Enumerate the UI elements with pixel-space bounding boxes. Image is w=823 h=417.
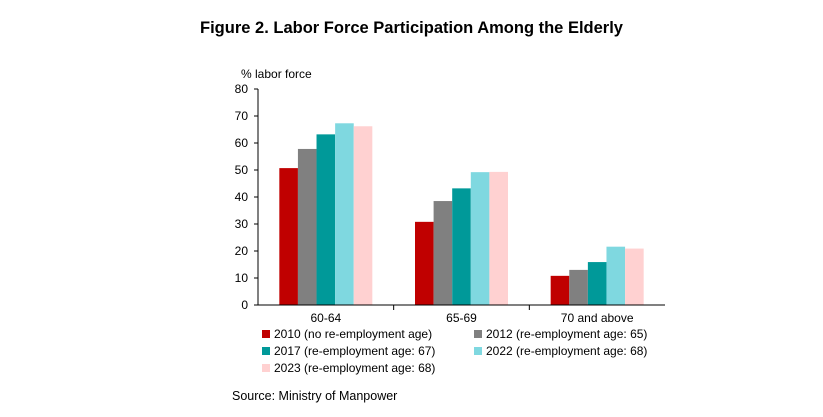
y-tick-label: 20: [235, 244, 249, 258]
legend-swatch: [474, 330, 482, 338]
bar-4-1: [335, 123, 354, 305]
bars-layer: [279, 123, 644, 305]
bar-1-2: [415, 221, 434, 305]
y-tick-label: 70: [235, 109, 249, 123]
bar-3-1: [316, 134, 336, 305]
bar-3-3: [587, 262, 607, 305]
bar-2-3: [569, 269, 588, 305]
y-tick-label: 30: [235, 217, 249, 231]
legend-swatch: [262, 347, 270, 355]
bar-1-1: [279, 168, 298, 305]
x-tick-label: 65-69: [446, 311, 477, 325]
legend-item: 2010 (no re-employment age): [262, 327, 432, 341]
chart-title: Figure 2. Labor Force Participation Amon…: [200, 19, 623, 37]
x-tick-label: 60-64: [310, 311, 341, 325]
x-tick-label: 70 and above: [561, 311, 634, 325]
legend-label: 2010 (no re-employment age): [274, 327, 433, 341]
y-axis-label: % labor force: [241, 67, 312, 81]
bar-2-2: [433, 201, 453, 305]
bar-2-1: [297, 148, 317, 305]
y-tick-label: 60: [235, 136, 249, 150]
legend-item: 2022 (re-employment age: 68): [474, 344, 647, 358]
y-tick-label: 50: [235, 163, 249, 177]
legend-swatch: [474, 347, 482, 355]
legend-label: 2012 (re-employment age: 65): [486, 327, 648, 341]
source-note: Source: Ministry of Manpower: [232, 389, 398, 403]
y-tick-label: 80: [235, 82, 249, 96]
bar-5-2: [489, 171, 508, 305]
legend-item: 2017 (re-employment age: 67): [262, 344, 435, 358]
legend-label: 2022 (re-employment age: 68): [486, 344, 648, 358]
bar-3-2: [452, 188, 471, 305]
legend-swatch: [262, 330, 270, 338]
bar-4-2: [470, 172, 490, 305]
bar-5-3: [625, 248, 644, 305]
legend-item: 2023 (re-employment age: 68): [262, 361, 435, 375]
y-tick-label: 10: [235, 271, 249, 285]
y-tick-label: 0: [241, 298, 248, 312]
legend-swatch: [262, 364, 270, 372]
bar-5-1: [353, 126, 373, 305]
legend-label: 2017 (re-employment age: 67): [274, 344, 436, 358]
bar-1-3: [550, 275, 570, 305]
axes-layer: 60-64 65-69 70 and above 0 10 20 30 40 50 60 70 80: [235, 82, 665, 325]
bar-4-3: [606, 246, 626, 305]
y-tick-label: 40: [235, 190, 249, 204]
legend-label: 2023 (re-employment age: 68): [274, 361, 436, 375]
legend-item: 2012 (re-employment age: 65): [474, 327, 647, 341]
